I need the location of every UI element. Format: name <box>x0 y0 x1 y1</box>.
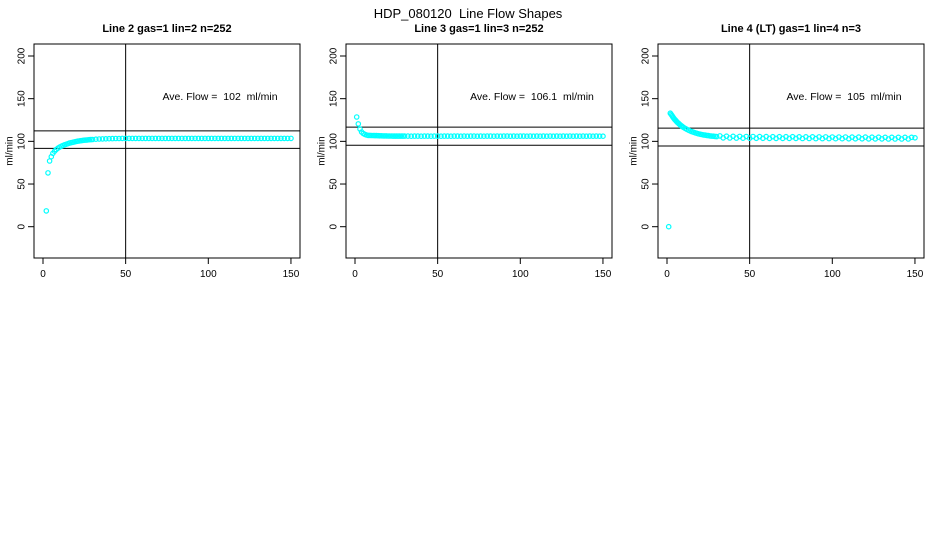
svg-text:200: 200 <box>641 47 652 64</box>
ave-flow-annotation-line-2: Ave. Flow = 102 ml/min <box>162 91 278 103</box>
svg-text:150: 150 <box>907 269 924 280</box>
svg-text:150: 150 <box>17 90 28 107</box>
reference-lines <box>346 44 612 258</box>
subplot-title-line-2: Line 2 gas=1 lin=2 n=252 <box>102 23 232 35</box>
svg-text:150: 150 <box>283 269 300 280</box>
svg-text:0: 0 <box>641 223 652 229</box>
plot-area-line-4: 0 50 100 150 200 0 50 100 150 <box>641 43 925 280</box>
svg-text:50: 50 <box>120 269 132 280</box>
y-axis-label-line-3: ml/min <box>316 136 328 166</box>
plot-area-line-2: 0 50 100 150 200 0 50 100 150 <box>17 43 301 280</box>
svg-text:150: 150 <box>595 269 612 280</box>
svg-text:100: 100 <box>329 133 340 150</box>
svg-text:200: 200 <box>329 47 340 64</box>
axis-tick-labels: 0 50 100 150 200 0 50 100 150 <box>17 47 300 280</box>
axis-ticks <box>28 55 292 264</box>
plot-box <box>657 43 925 259</box>
svg-text:0: 0 <box>329 223 340 229</box>
data-points <box>665 110 918 230</box>
svg-text:200: 200 <box>17 47 28 64</box>
axis-tick-labels: 0 50 100 150 200 0 50 100 150 <box>641 47 924 280</box>
axis-ticks <box>652 55 916 264</box>
ave-flow-annotation-line-4: Ave. Flow = 105 ml/min <box>786 91 902 103</box>
svg-text:0: 0 <box>352 269 358 280</box>
svg-text:0: 0 <box>664 269 670 280</box>
svg-text:0: 0 <box>17 223 28 229</box>
panel-line-3: 0 50 100 150 200 0 50 100 150 Line 3 gas=1 lin=3… <box>312 0 624 292</box>
panel-line-4: 0 50 100 150 200 0 50 100 150 Line 4 (LT) gas=1 … <box>624 0 936 292</box>
figure-title: HDP_080120 Line Flow Shapes <box>373 6 563 21</box>
plot-box <box>33 43 301 259</box>
y-axis-label-line-2: ml/min <box>4 136 16 166</box>
data-points <box>43 135 294 214</box>
svg-text:50: 50 <box>432 269 444 280</box>
svg-text:0: 0 <box>40 269 46 280</box>
axis-ticks <box>340 55 604 264</box>
svg-text:100: 100 <box>512 269 529 280</box>
svg-text:50: 50 <box>17 178 28 190</box>
reference-lines <box>658 44 924 258</box>
svg-text:100: 100 <box>200 269 217 280</box>
svg-text:150: 150 <box>329 90 340 107</box>
subplot-title-line-4: Line 4 (LT) gas=1 lin=4 n=3 <box>720 23 862 35</box>
reference-lines <box>34 44 300 258</box>
svg-text:150: 150 <box>641 90 652 107</box>
axis-tick-labels: 0 50 100 150 200 0 50 100 150 <box>329 47 612 280</box>
svg-text:100: 100 <box>824 269 841 280</box>
svg-text:100: 100 <box>641 133 652 150</box>
ave-flow-annotation-line-3: Ave. Flow = 106.1 ml/min <box>470 91 594 103</box>
svg-text:50: 50 <box>329 178 340 190</box>
svg-text:50: 50 <box>641 178 652 190</box>
plot-area-line-3: 0 50 100 150 200 0 50 100 150 <box>329 43 613 280</box>
y-axis-label-line-4: ml/min <box>628 136 640 166</box>
svg-text:100: 100 <box>17 133 28 150</box>
svg-text:50: 50 <box>744 269 756 280</box>
data-points <box>353 114 606 140</box>
panel-line-2: 0 50 100 150 200 0 50 100 150 Line 2 gas=1 lin=2… <box>0 0 312 292</box>
plot-box <box>345 43 613 259</box>
subplot-title-line-3: Line 3 gas=1 lin=3 n=252 <box>414 23 544 35</box>
